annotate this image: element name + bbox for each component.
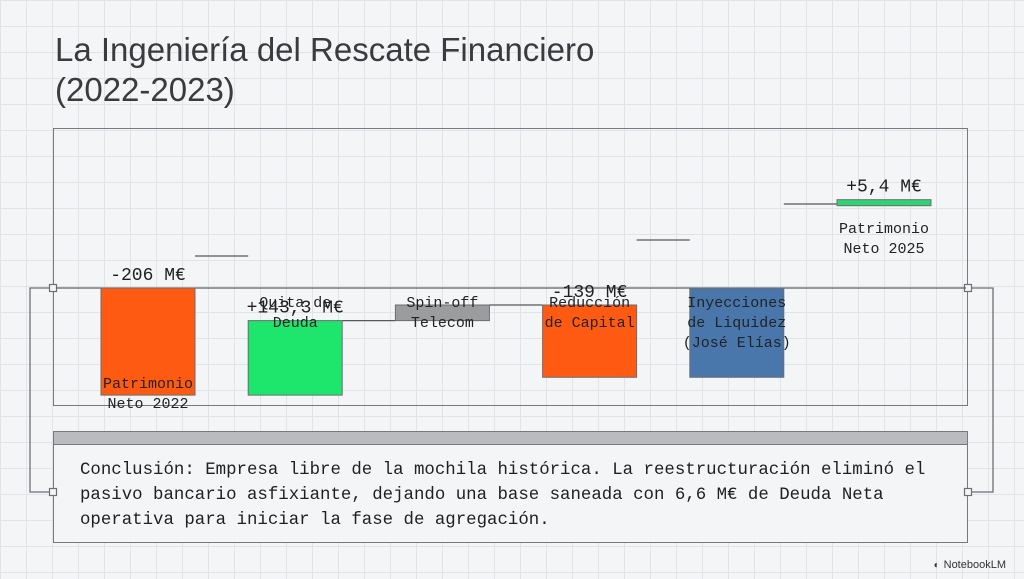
value-label: -206 M€ bbox=[110, 266, 186, 286]
value-labels: -206 M€ +143,3 M€ -139 M€ +5,4 M€ bbox=[110, 178, 922, 319]
category-label: Patrimonio bbox=[839, 221, 929, 238]
category-label: Patrimonio bbox=[103, 376, 193, 393]
title-line-2: (2022-2023) bbox=[55, 71, 235, 108]
title-line-1: La Ingeniería del Rescate Financiero bbox=[55, 31, 595, 68]
notebooklm-logo-icon: ◐ bbox=[933, 559, 940, 571]
connector-node bbox=[963, 487, 973, 497]
connector-node bbox=[48, 487, 58, 497]
conclusion-text: Conclusión: Empresa libre de la mochila … bbox=[80, 461, 926, 530]
right-connector bbox=[968, 287, 994, 493]
waterfall-bars bbox=[100, 199, 932, 396]
waterfall-bar bbox=[836, 199, 932, 207]
page-title: La Ingeniería del Rescate Financiero (20… bbox=[55, 30, 755, 110]
category-label: (José Elías) bbox=[683, 335, 791, 352]
conclusion-box: Conclusión: Empresa libre de la mochila … bbox=[53, 431, 968, 543]
value-label: -139 M€ bbox=[552, 283, 628, 303]
left-connector bbox=[29, 287, 53, 493]
chart-frame bbox=[53, 128, 968, 406]
category-label: Inyecciones bbox=[687, 295, 786, 312]
category-labels: Patrimonio Neto 2022 Quita de Deuda Spin-off… bbox=[103, 221, 929, 413]
value-label: +143,3 M€ bbox=[247, 299, 344, 319]
logo-text: NotebookLM bbox=[943, 559, 1006, 571]
category-label: Quita de bbox=[259, 295, 331, 312]
waterfall-bar bbox=[247, 320, 343, 396]
waterfall-bar bbox=[100, 287, 196, 396]
notebooklm-logo: ◐ NotebookLM bbox=[934, 559, 1006, 571]
category-label: de Capital bbox=[545, 315, 635, 332]
waterfall-bar bbox=[394, 304, 490, 322]
category-label: de Liquidez bbox=[687, 315, 786, 332]
waterfall-bar bbox=[689, 287, 785, 378]
category-label: Neto 2025 bbox=[843, 241, 924, 258]
connector-node bbox=[48, 283, 58, 293]
category-label: Reducción bbox=[549, 295, 630, 312]
category-label: Deuda bbox=[273, 315, 318, 332]
value-label: +5,4 M€ bbox=[846, 178, 922, 198]
category-label: Telecom bbox=[411, 315, 474, 332]
category-label: Neto 2022 bbox=[107, 396, 188, 413]
step-connector-lines bbox=[195, 203, 837, 322]
waterfall-bar bbox=[542, 304, 638, 378]
conclusion-header-bar bbox=[54, 432, 967, 445]
category-label: Spin-off bbox=[406, 295, 478, 312]
